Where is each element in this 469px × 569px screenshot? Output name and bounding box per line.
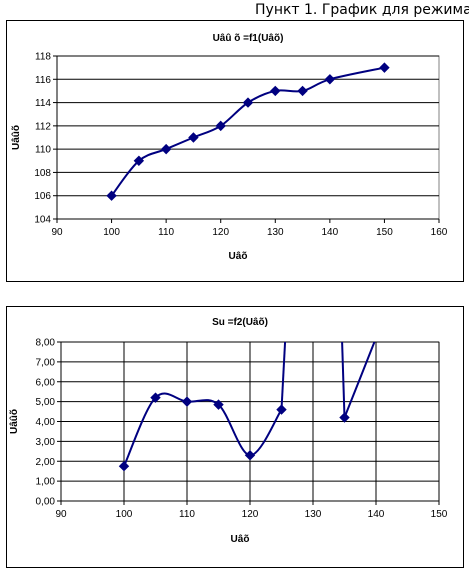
y-tick-label: 7,00 (36, 357, 56, 368)
x-tick-label: 120 (212, 227, 229, 238)
x-tick-label: 110 (158, 227, 174, 238)
y-tick-label: 8,00 (36, 338, 56, 349)
data-point (324, 74, 336, 85)
x-tick-label: 140 (368, 509, 385, 520)
data-point (379, 62, 390, 73)
chart-title: Uâû õ =f1(Uâõ) (213, 33, 284, 44)
data-point (150, 392, 161, 403)
x-tick-label: 150 (376, 227, 393, 238)
y-tick-label: 104 (34, 215, 51, 226)
x-axis-label: Uâõ (229, 251, 248, 262)
x-tick-label: 150 (431, 509, 448, 520)
chart-panel-f1: Uâû õ =f1(Uâõ) 104 106 108 110 112 114 116 118 90… (6, 20, 464, 282)
page-heading: Пункт 1. График для режима В (255, 2, 469, 18)
y-tick-label: 116 (35, 75, 51, 86)
y-tick-label: 108 (34, 168, 51, 179)
series-line-branch (341, 342, 346, 418)
data-point (297, 85, 308, 97)
x-tick-label: 90 (51, 227, 63, 238)
y-tick-label: 2,00 (36, 457, 56, 468)
data-point (133, 155, 145, 166)
data-point (244, 450, 256, 461)
y-tick-label: 1,00 (36, 477, 56, 488)
y-tick-label: 4,00 (36, 417, 56, 428)
data-point (276, 404, 287, 415)
chart-title: Su =f2(Uâõ) (212, 317, 268, 328)
y-tick-label: 5,00 (36, 397, 56, 408)
x-tick-label: 120 (242, 509, 259, 520)
data-point (270, 85, 281, 97)
x-tick-label: 140 (322, 227, 339, 238)
x-axis-label: Uâõ (231, 534, 250, 545)
data-point (160, 143, 172, 155)
x-tick-label: 100 (116, 509, 133, 520)
y-axis-label: Uâûõ (9, 409, 20, 434)
y-axis-label: Uâûõ (11, 125, 22, 150)
chart-f1: Uâû õ =f1(Uâõ) 104 106 108 110 112 114 116 118 90… (11, 33, 448, 262)
series-line-branch (280, 342, 287, 410)
data-point (181, 396, 193, 407)
x-tick-label: 130 (305, 509, 322, 520)
plot-area (56, 55, 440, 220)
data-point (188, 132, 199, 143)
y-tick-label: 0,00 (36, 497, 56, 508)
y-tick-label: 106 (34, 191, 51, 202)
x-tick-label: 160 (431, 227, 448, 238)
data-point (213, 399, 224, 410)
data-point (106, 190, 117, 201)
y-tick-label: 112 (35, 121, 51, 132)
y-tick-label: 3,00 (36, 437, 56, 448)
y-tick-label: 114 (35, 98, 51, 109)
x-tick-label: 110 (179, 509, 195, 520)
chart-panel-f2: Su =f2(Uâõ) 0,00 1,00 2,00 3,00 4,00 5,00 6,00 7… (6, 306, 464, 568)
data-point (118, 461, 130, 472)
data-point (215, 120, 226, 132)
data-point (242, 97, 254, 108)
y-tick-label: 110 (35, 145, 51, 156)
y-tick-label: 118 (35, 52, 51, 63)
series-line (110, 66, 385, 197)
x-tick-label: 100 (103, 227, 120, 238)
x-tick-label: 130 (267, 227, 284, 238)
chart-f2: Su =f2(Uâõ) 0,00 1,00 2,00 3,00 4,00 5,00 6,00 7… (9, 317, 448, 545)
x-tick-label: 90 (55, 509, 67, 520)
y-tick-label: 6,00 (36, 377, 56, 388)
